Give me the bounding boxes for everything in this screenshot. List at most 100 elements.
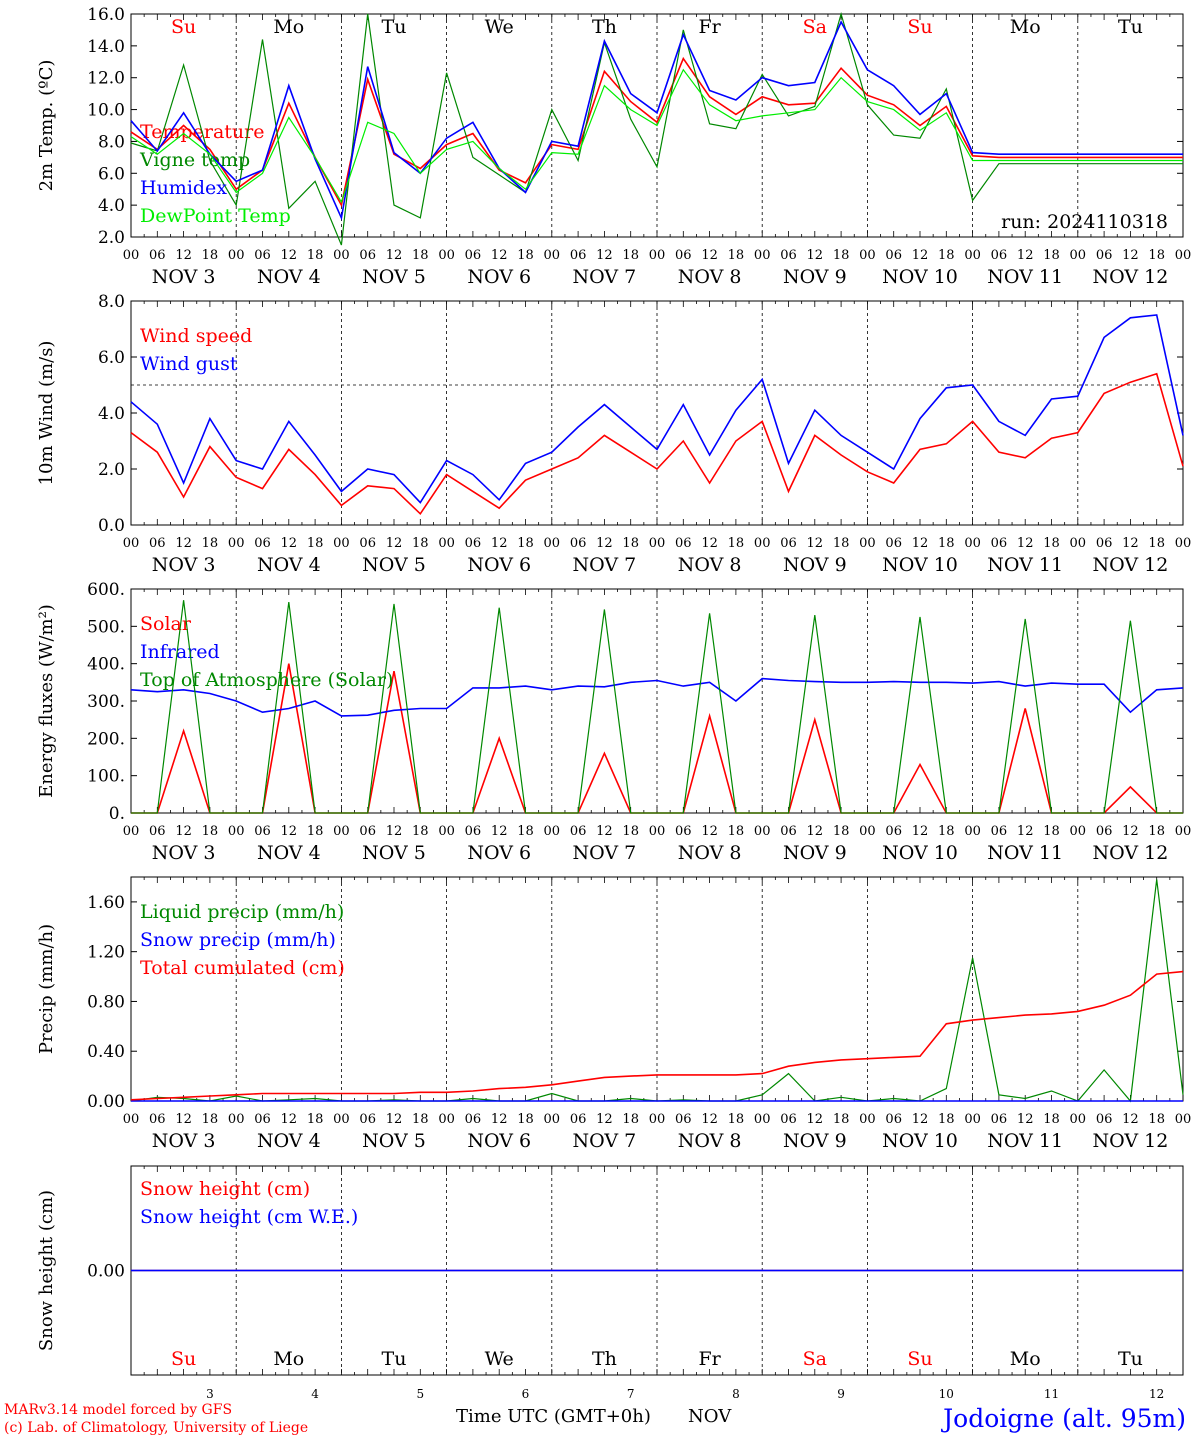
- hour-tick-label: 00: [964, 1112, 981, 1127]
- date-label: NOV 8: [678, 1130, 742, 1152]
- time-axis-label: Time UTC (GMT+0h): [456, 1406, 651, 1427]
- hour-tick-label: 00: [228, 536, 245, 551]
- hour-tick-label: 18: [1043, 536, 1060, 551]
- run-label: run: 2024110318: [1001, 211, 1168, 233]
- hour-tick-label: 00: [438, 824, 455, 839]
- y-tick-label: 16.0: [87, 5, 125, 25]
- day-number-label: 4: [311, 1387, 319, 1401]
- credit-lab: (c) Lab. of Climatology, University of L…: [4, 1420, 309, 1436]
- hour-tick-label: 18: [202, 248, 219, 263]
- date-label: NOV 9: [783, 266, 847, 288]
- date-label: NOV 8: [678, 266, 742, 288]
- date-label: NOV 4: [257, 266, 321, 288]
- hour-tick-label: 06: [885, 1112, 902, 1127]
- hour-tick-label: 00: [859, 536, 876, 551]
- hour-tick-label: 12: [596, 248, 613, 263]
- hour-tick-label: 00: [859, 248, 876, 263]
- hour-tick-label: 00: [228, 1112, 245, 1127]
- hour-tick-label: 12: [281, 824, 298, 839]
- station-name: Jodoigne (alt. 95m): [943, 1404, 1186, 1433]
- date-label: NOV 12: [1092, 1130, 1168, 1152]
- legend-entry: Snow height (cm): [140, 1178, 310, 1200]
- hour-tick-label: 12: [386, 248, 403, 263]
- hour-tick-label: 06: [359, 824, 376, 839]
- hour-tick-label: 18: [833, 536, 850, 551]
- weekday-label-bottom: Su: [171, 1348, 196, 1370]
- y-tick-label: 1.60: [87, 893, 125, 913]
- hour-tick-label: 06: [359, 536, 376, 551]
- month-axis-label: NOV: [688, 1406, 732, 1427]
- date-label: NOV 3: [152, 1130, 216, 1152]
- hour-tick-label: 18: [202, 824, 219, 839]
- y-tick-label: 300.: [87, 692, 125, 712]
- y-tick-label: 400.: [87, 655, 125, 675]
- y-tick-label: 0.0: [98, 516, 125, 536]
- date-label: NOV 12: [1092, 842, 1168, 864]
- hour-tick-label: 00: [964, 248, 981, 263]
- hour-tick-label: 06: [149, 536, 166, 551]
- hour-tick-label: 18: [202, 536, 219, 551]
- hour-tick-label: 12: [175, 248, 192, 263]
- hour-tick-label: 06: [570, 536, 587, 551]
- date-label: NOV 12: [1092, 266, 1168, 288]
- legend-entry: Humidex: [140, 177, 227, 199]
- weekday-label-bottom: Mo: [1010, 1348, 1041, 1370]
- hour-tick-label: 12: [386, 536, 403, 551]
- y-tick-label: 1.20: [87, 943, 125, 963]
- y-tick-label: 2.0: [98, 228, 125, 248]
- hour-tick-label: 18: [307, 824, 324, 839]
- day-number-label: 3: [206, 1387, 214, 1401]
- series-line-vigne-temp: [130, 11, 1183, 246]
- date-label: NOV 6: [467, 266, 531, 288]
- hour-tick-label: 00: [333, 248, 350, 263]
- date-label: NOV 7: [573, 842, 637, 864]
- weekday-label-top: We: [485, 16, 514, 38]
- weekday-label-top: Fr: [698, 16, 721, 38]
- hour-tick-label: 06: [885, 248, 902, 263]
- y-tick-label: 2.0: [98, 460, 125, 480]
- hour-tick-label: 00: [1070, 536, 1087, 551]
- hour-tick-label: 18: [1148, 248, 1165, 263]
- date-label: NOV 3: [152, 554, 216, 576]
- hour-tick-label: 00: [123, 1112, 140, 1127]
- hour-tick-label: 18: [728, 536, 745, 551]
- series-line-total-cumulated-cm-: [130, 970, 1184, 1101]
- hour-tick-label: 18: [307, 248, 324, 263]
- hour-tick-label: 12: [1122, 824, 1139, 839]
- weekday-label-bottom: Fr: [698, 1348, 721, 1370]
- y-axis-label: Precip (mm/h): [36, 924, 57, 1054]
- date-label: NOV 10: [882, 1130, 958, 1152]
- hour-tick-label: 06: [991, 824, 1008, 839]
- hour-tick-label: 00: [649, 536, 666, 551]
- series-line-dewpoint-temp: [130, 68, 1183, 204]
- date-label: NOV 4: [257, 842, 321, 864]
- hour-tick-label: 12: [912, 824, 929, 839]
- hour-tick-label: 18: [307, 1112, 324, 1127]
- weekday-label-bottom: Th: [592, 1348, 617, 1370]
- hour-tick-label: 18: [622, 824, 639, 839]
- hour-tick-label: 18: [517, 1112, 534, 1127]
- y-tick-label: 4.0: [98, 196, 125, 216]
- date-label: NOV 3: [152, 842, 216, 864]
- hour-tick-label: 18: [412, 824, 429, 839]
- hour-tick-label: 06: [254, 536, 271, 551]
- hour-tick-label: 18: [833, 1112, 850, 1127]
- hour-tick-label: 00: [438, 248, 455, 263]
- weekday-label-bottom: Su: [907, 1348, 932, 1370]
- hour-tick-label: 12: [491, 536, 508, 551]
- hour-tick-label: 18: [307, 536, 324, 551]
- hour-tick-label: 00: [123, 248, 140, 263]
- plot-frame: [130, 300, 1184, 526]
- hour-tick-label: 00: [544, 824, 561, 839]
- legend-entry: Wind speed: [140, 325, 252, 347]
- hour-tick-label: 00: [1175, 248, 1192, 263]
- hour-tick-label: 00: [544, 1112, 561, 1127]
- weekday-label-top: Mo: [1010, 16, 1041, 38]
- hour-tick-label: 12: [491, 1112, 508, 1127]
- hour-tick-label: 18: [202, 1112, 219, 1127]
- day-number-label: 7: [627, 1387, 635, 1401]
- date-label: NOV 4: [257, 554, 321, 576]
- hour-tick-label: 06: [1096, 1112, 1113, 1127]
- weekday-label-top: Tu: [1118, 16, 1143, 38]
